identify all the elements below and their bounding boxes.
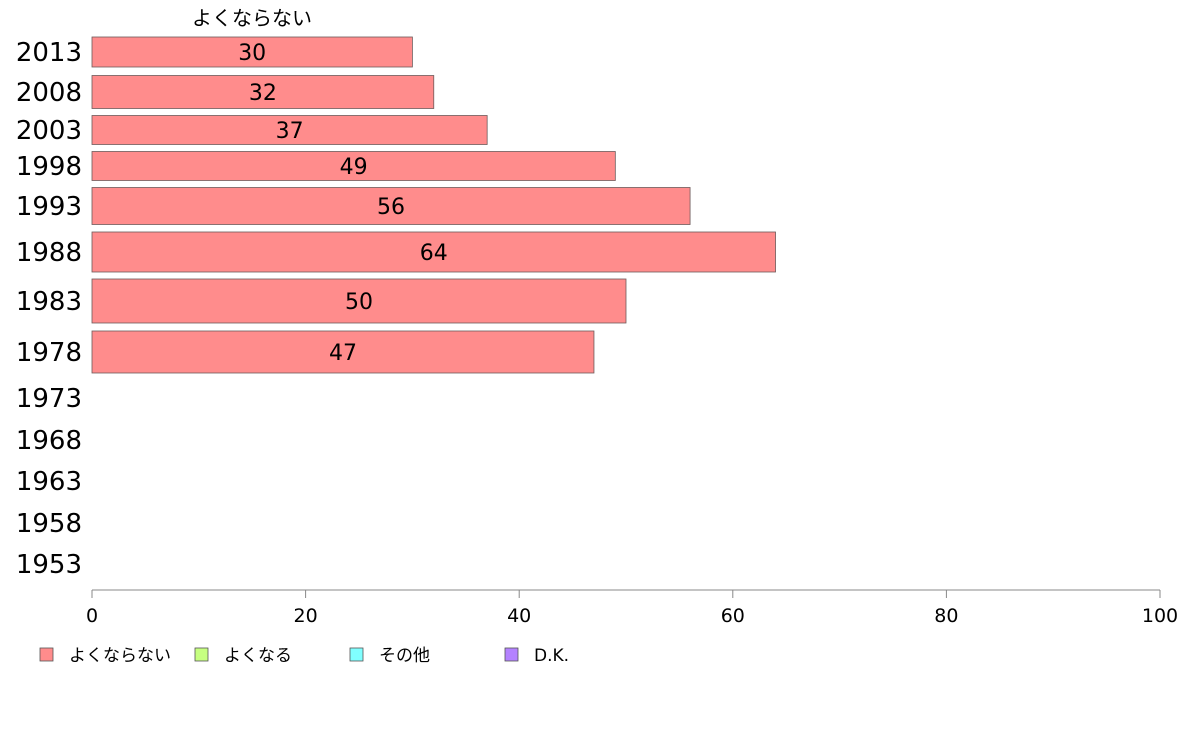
bar (91, 151, 616, 181)
data-label: 37 (276, 119, 304, 144)
x-axis: 0 20 40 60 80 100 (86, 589, 1178, 627)
x-tick-label: 60 (721, 605, 745, 627)
bar (91, 278, 627, 324)
bar (91, 231, 776, 273)
bar (91, 75, 435, 109)
y-tick-label: 1978 (16, 338, 82, 368)
y-tick-label: 1983 (16, 287, 82, 317)
y-axis-labels: 2013 2008 2003 1998 1993 1988 1983 1978 1973 1968… (16, 38, 82, 580)
x-tick-label: 80 (934, 605, 958, 627)
bar (91, 187, 691, 225)
data-label: 30 (238, 41, 266, 66)
bar (91, 330, 595, 374)
y-tick-label: 1993 (16, 192, 82, 222)
data-label: 64 (420, 241, 448, 266)
y-tick-label: 1958 (16, 509, 82, 539)
y-tick-label: 2013 (16, 38, 82, 68)
bar (91, 115, 488, 145)
y-tick-label: 1973 (16, 384, 82, 414)
legend-swatch (194, 647, 209, 662)
legend: よくならない よくなる その他 D.K. (39, 646, 569, 666)
x-tick-label: 100 (1142, 605, 1178, 627)
data-label: 49 (340, 155, 368, 180)
y-tick-label: 1968 (16, 426, 82, 456)
y-tick-label: 1998 (16, 152, 82, 182)
bars-group: 30 32 37 49 56 64 50 47 (91, 36, 776, 374)
y-tick-label: 1988 (16, 238, 82, 268)
data-label: 47 (329, 341, 357, 366)
y-tick-label: 2008 (16, 78, 82, 108)
legend-label: よくならない (69, 646, 171, 666)
y-tick-label: 1963 (16, 467, 82, 497)
x-tick-label: 0 (86, 605, 98, 627)
legend-swatch (504, 647, 519, 662)
series-title: よくならない (192, 6, 312, 30)
data-label: 56 (377, 195, 405, 220)
legend-label: その他 (379, 646, 430, 666)
data-label: 32 (249, 81, 277, 106)
legend-swatch (349, 647, 364, 662)
legend-swatch (39, 647, 54, 662)
legend-label: D.K. (534, 646, 569, 666)
data-label: 50 (345, 290, 373, 315)
legend-label: よくなる (224, 646, 292, 666)
x-tick-label: 40 (507, 605, 531, 627)
y-tick-label: 2003 (16, 116, 82, 146)
bar (91, 36, 413, 68)
x-tick-label: 20 (294, 605, 318, 627)
y-tick-label: 1953 (16, 550, 82, 580)
